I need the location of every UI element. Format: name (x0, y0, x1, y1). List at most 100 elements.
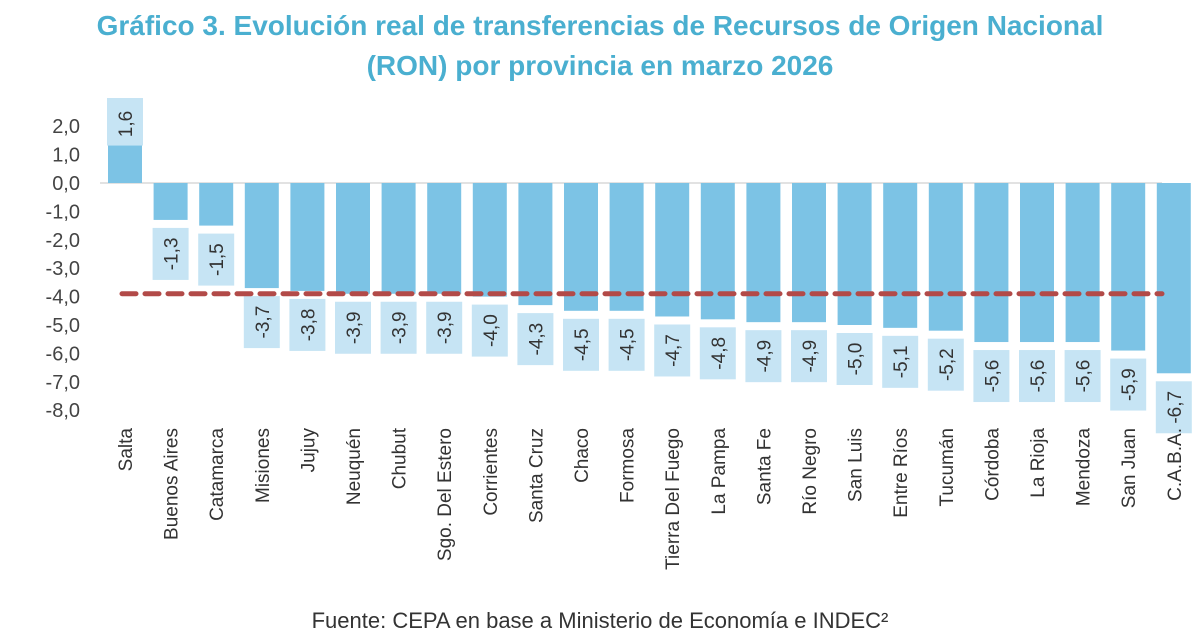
category-label: Entre Ríos (891, 428, 912, 518)
bar (336, 183, 370, 294)
chart-title: Gráfico 3. Evolución real de transferenc… (0, 6, 1200, 86)
y-tick-label: -4,0 (46, 287, 80, 309)
data-label: -4,8 (709, 337, 730, 370)
bar (609, 183, 644, 311)
data-label-box (1064, 350, 1101, 403)
data-label: -5,6 (982, 360, 1003, 393)
y-tick-label: -7,0 (46, 372, 80, 394)
data-label-box (927, 338, 964, 391)
data-label-box (973, 350, 1010, 403)
bar (199, 183, 234, 226)
category-label: Misiones (253, 428, 274, 503)
title-line-2: (RON) por provincia en marzo 2026 (366, 50, 834, 81)
data-label: -1,3 (162, 238, 183, 271)
y-tick-label: 0,0 (52, 173, 80, 195)
data-label: -4,3 (526, 323, 547, 356)
data-label: -6,7 (1165, 391, 1186, 424)
data-label: -3,9 (435, 311, 456, 344)
y-tick-label: -8,0 (46, 400, 80, 422)
data-label-box (791, 330, 827, 383)
data-label: -4,0 (481, 314, 502, 347)
data-label-box (836, 333, 873, 385)
data-label: -3,8 (298, 309, 319, 342)
category-label: La Rioja (1028, 428, 1049, 498)
category-label: Córdoba (982, 428, 1003, 501)
category-label: Mendoza (1074, 428, 1095, 507)
data-label: -4,5 (618, 328, 639, 361)
data-label-box (1155, 381, 1192, 434)
bar (655, 183, 690, 317)
y-tick-label: 2,0 (52, 116, 80, 138)
bar (1156, 183, 1191, 374)
data-label-box (745, 330, 782, 383)
data-label-box (517, 313, 554, 366)
category-label: Jujuy (298, 428, 319, 473)
data-label: -3,9 (344, 311, 365, 344)
category-label: Santa Cruz (526, 428, 547, 523)
data-label-box (380, 301, 417, 354)
category-label: C.A.B.A. (1165, 428, 1186, 501)
y-tick-label: -5,0 (46, 315, 80, 337)
bar (928, 183, 963, 331)
data-label-box (882, 335, 919, 388)
bar (974, 183, 1009, 343)
data-label-box (1019, 350, 1055, 403)
data-label: -1,5 (207, 243, 228, 276)
data-label-box (563, 318, 599, 371)
data-label-box (335, 301, 371, 354)
category-label: San Juan (1119, 428, 1140, 508)
data-label: 1,6 (116, 111, 137, 137)
bar (153, 183, 188, 220)
bar (1020, 183, 1054, 343)
data-label-box (289, 298, 326, 351)
category-label: San Luis (846, 428, 867, 502)
data-label: -4,9 (800, 340, 821, 373)
data-label-box (107, 98, 143, 146)
bar (700, 183, 735, 320)
bar (1065, 183, 1100, 343)
data-label-box (699, 327, 736, 380)
category-label: Chaco (572, 428, 593, 483)
title-line-1: Gráfico 3. Evolución real de transferenc… (96, 10, 1104, 41)
y-tick-label: -3,0 (46, 258, 80, 280)
category-label: Tucumán (937, 428, 958, 507)
bar (837, 183, 872, 325)
data-label: -4,9 (754, 340, 775, 373)
category-label: Neuquén (344, 428, 365, 505)
category-label: Sgo. Del Estero (435, 428, 456, 561)
data-label: -5,9 (1119, 368, 1140, 401)
data-label: -5,1 (891, 345, 912, 378)
bar (564, 183, 598, 311)
data-label-box (426, 301, 463, 354)
data-label: -4,7 (663, 334, 684, 367)
category-label: Santa Fe (754, 428, 775, 505)
y-tick-label: -2,0 (46, 230, 80, 252)
data-label: -5,6 (1074, 360, 1095, 393)
bar (883, 183, 918, 328)
category-label: La Pampa (709, 428, 730, 515)
data-label: -3,9 (390, 311, 411, 344)
data-label-box (608, 318, 645, 371)
bar (244, 183, 279, 289)
category-label: Chubut (390, 427, 411, 489)
category-label: Corrientes (481, 428, 502, 516)
category-label: Catamarca (207, 428, 228, 521)
data-label: -5,6 (1028, 360, 1049, 393)
category-label: Río Negro (800, 428, 821, 515)
bar (290, 183, 325, 291)
category-label: Formosa (618, 428, 639, 503)
data-label-box (1110, 358, 1147, 411)
data-label-box (243, 296, 280, 349)
data-label-box (654, 324, 691, 377)
data-label-box (152, 227, 189, 280)
source-note: Fuente: CEPA en base a Ministerio de Eco… (311, 608, 889, 633)
bar (381, 183, 416, 294)
bar (1111, 183, 1146, 351)
bar (792, 183, 826, 323)
bar (427, 183, 462, 294)
data-label: -5,2 (937, 348, 958, 381)
data-label: -4,5 (572, 328, 593, 361)
y-tick-label: -1,0 (46, 201, 80, 223)
data-label-box (198, 233, 235, 286)
